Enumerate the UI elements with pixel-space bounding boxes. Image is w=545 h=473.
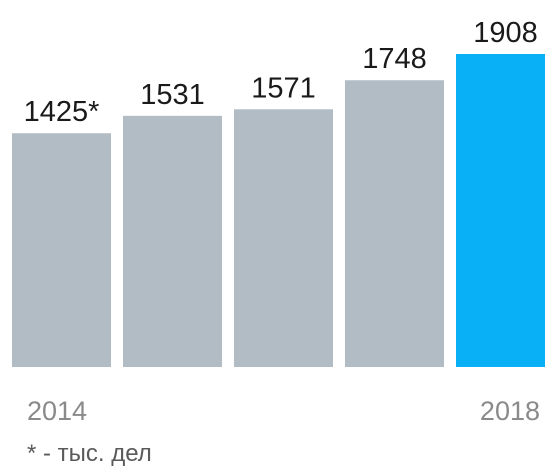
data-label-2015: 1531 bbox=[140, 79, 205, 111]
data-label-2016: 1571 bbox=[251, 72, 316, 104]
bar-2017 bbox=[345, 80, 444, 368]
data-label-2017: 1748 bbox=[362, 43, 427, 75]
x-tick-label-2018: 2018 bbox=[480, 396, 540, 426]
data-label-2018: 1908 bbox=[473, 17, 538, 49]
bar-2018 bbox=[456, 54, 545, 367]
data-label-2014: 1425* bbox=[24, 96, 100, 128]
x-tick-label-2014: 2014 bbox=[27, 396, 87, 426]
bar-2015 bbox=[123, 115, 222, 367]
bar-2016 bbox=[234, 109, 333, 368]
chart-footnote: * - тыс. дел bbox=[27, 440, 152, 467]
bar-2014 bbox=[12, 133, 111, 367]
